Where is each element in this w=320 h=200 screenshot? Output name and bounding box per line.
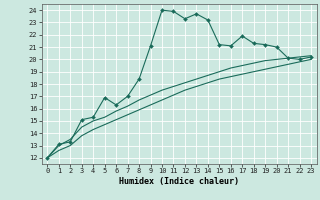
X-axis label: Humidex (Indice chaleur): Humidex (Indice chaleur) bbox=[119, 177, 239, 186]
